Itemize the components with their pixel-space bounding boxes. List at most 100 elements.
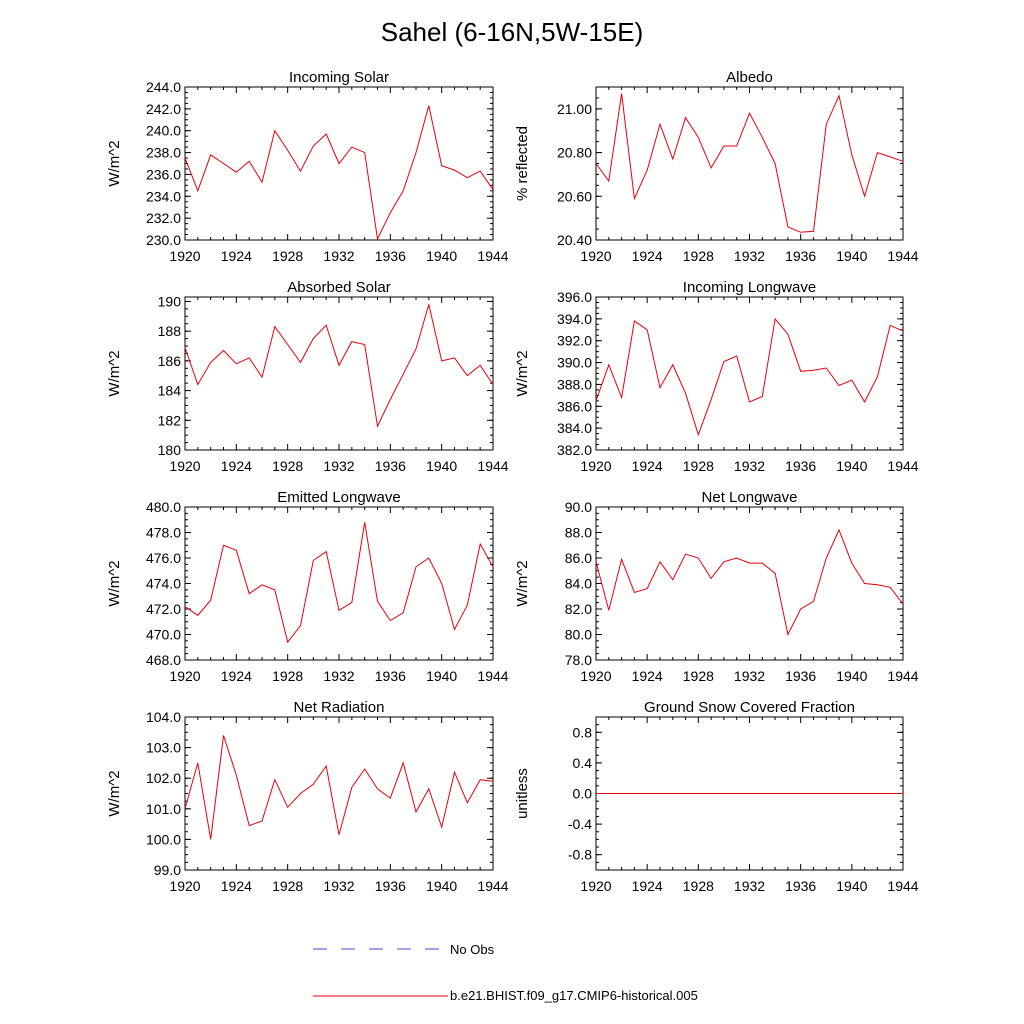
x-tick-label: 1928	[683, 878, 714, 894]
panel-ground-snow-covered-fraction: Ground Snow Covered Fraction 1920 1924 1928…	[514, 699, 919, 894]
y-tick-label: 390.0	[557, 355, 592, 371]
x-tick-label: 1936	[375, 878, 406, 894]
x-tick-label: 1920	[580, 668, 611, 684]
x-tick-label: 1936	[375, 668, 406, 684]
panel-title: Net Longwave	[702, 489, 798, 506]
y-tick-label: 384.0	[557, 420, 592, 436]
panel-title: Incoming Solar	[289, 69, 389, 86]
y-tick-label: 104.0	[146, 709, 181, 725]
y-tick-label: 244.0	[146, 79, 181, 95]
series-line-emitted-longwave	[184, 522, 494, 644]
x-tick-label: 1932	[734, 458, 765, 474]
y-tick-label: 0.8	[573, 724, 593, 740]
y-axis-label: W/m^2	[514, 560, 531, 606]
x-tick-label: 1928	[272, 458, 303, 474]
x-tick-label: 1944	[887, 878, 918, 894]
x-tick-label: 1932	[323, 878, 354, 894]
x-tick-label: 1924	[221, 458, 252, 474]
y-tick-label: 382.0	[557, 442, 592, 458]
y-tick-label: 186	[158, 353, 182, 369]
y-tick-label: 230.0	[146, 232, 181, 248]
panels: Incoming Solar 1920 1924 1928 1932 1936 1940 19…	[106, 69, 919, 894]
y-tick-label: 470.0	[146, 627, 181, 643]
plot-frame	[595, 296, 904, 451]
x-tick-label: 1932	[323, 458, 354, 474]
y-tick-label: 190	[158, 293, 182, 309]
x-tick-label: 1944	[477, 458, 508, 474]
y-tick-label: 86.0	[565, 550, 592, 566]
x-tick-label: 1932	[323, 668, 354, 684]
y-tick-label: 240.0	[146, 123, 181, 139]
x-tick-label: 1936	[785, 248, 816, 264]
x-tick-label: 1924	[632, 878, 663, 894]
y-tick-label: -0.4	[568, 816, 592, 832]
x-tick-label: 1932	[734, 878, 765, 894]
panel-title: Emitted Longwave	[277, 489, 400, 506]
x-tick-label: 1944	[887, 248, 918, 264]
series-line-albedo	[595, 93, 904, 233]
y-tick-label: 182	[158, 412, 182, 428]
x-tick-label: 1924	[632, 668, 663, 684]
plot-frame	[595, 506, 904, 661]
y-axis-label: W/m^2	[106, 140, 123, 186]
x-tick-label: 1932	[734, 248, 765, 264]
x-tick-label: 1928	[683, 458, 714, 474]
panel-title: Net Radiation	[294, 699, 385, 716]
x-tick-label: 1920	[580, 458, 611, 474]
series-line-net-longwave	[595, 528, 904, 637]
x-tick-label: 1932	[323, 248, 354, 264]
x-tick-label: 1944	[887, 668, 918, 684]
y-tick-label: 468.0	[146, 652, 181, 668]
y-tick-label: 82.0	[565, 601, 592, 617]
panel-albedo: Albedo 1920 1924 1928 1932 1936 1940 1944 20.40 2…	[514, 69, 919, 264]
y-tick-label: 84.0	[565, 576, 592, 592]
x-tick-label: 1928	[683, 668, 714, 684]
x-tick-label: 1936	[785, 458, 816, 474]
y-axis-label: W/m^2	[106, 350, 123, 396]
legend: No Obs b.e21.BHIST.f09_g17.CMIP6-histori…	[313, 942, 698, 1003]
x-tick-label: 1940	[836, 668, 867, 684]
series-line-incoming-longwave	[595, 317, 904, 437]
panel-title: Albedo	[726, 69, 773, 86]
x-tick-label: 1920	[169, 668, 200, 684]
panel-emitted-longwave: Emitted Longwave 1920 1924 1928 1932 1936 1940…	[106, 489, 509, 684]
x-tick-label: 1936	[785, 668, 816, 684]
legend-label-model: b.e21.BHIST.f09_g17.CMIP6-historical.005	[450, 988, 698, 1003]
y-axis-label: W/m^2	[106, 770, 123, 816]
y-tick-label: 102.0	[146, 770, 181, 786]
series-line-net-radiation	[184, 735, 494, 840]
y-tick-label: -0.8	[568, 847, 592, 863]
x-tick-label: 1940	[426, 668, 457, 684]
panel-incoming-longwave: Incoming Longwave 1920 1924 1928 1932 1936 194…	[514, 279, 919, 474]
x-tick-label: 1944	[477, 878, 508, 894]
y-tick-label: 474.0	[146, 576, 181, 592]
panel-incoming-solar: Incoming Solar 1920 1924 1928 1932 1936 1940 19…	[106, 69, 509, 264]
x-tick-label: 1940	[426, 248, 457, 264]
x-tick-label: 1936	[375, 248, 406, 264]
y-axis-label: W/m^2	[106, 560, 123, 606]
x-tick-label: 1940	[426, 458, 457, 474]
y-tick-label: 20.40	[557, 232, 592, 248]
y-tick-label: 392.0	[557, 333, 592, 349]
x-tick-label: 1924	[221, 878, 252, 894]
y-tick-label: 101.0	[146, 801, 181, 817]
y-axis-label: % reflected	[514, 126, 531, 201]
x-tick-label: 1940	[836, 248, 867, 264]
y-tick-label: 0.0	[573, 786, 593, 802]
x-tick-label: 1920	[169, 878, 200, 894]
y-tick-label: 396.0	[557, 289, 592, 305]
y-tick-label: 180	[158, 442, 182, 458]
x-tick-label: 1944	[887, 458, 918, 474]
x-tick-label: 1924	[632, 248, 663, 264]
x-tick-label: 1940	[426, 878, 457, 894]
y-tick-label: 234.0	[146, 188, 181, 204]
y-tick-label: 388.0	[557, 376, 592, 392]
figure-title: Sahel (6-16N,5W-15E)	[381, 17, 644, 47]
panel-title: Incoming Longwave	[683, 279, 816, 296]
y-tick-label: 472.0	[146, 601, 181, 617]
x-tick-label: 1936	[785, 878, 816, 894]
legend-label-no-obs: No Obs	[450, 942, 495, 957]
plot-frame	[184, 716, 494, 871]
plot-frame	[184, 296, 494, 451]
